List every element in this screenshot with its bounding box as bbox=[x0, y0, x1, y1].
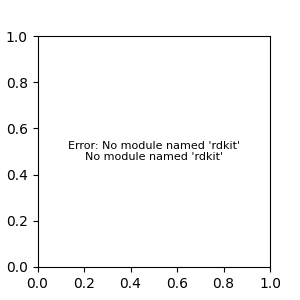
Text: Error: No module named 'rdkit'
No module named 'rdkit': Error: No module named 'rdkit' No module… bbox=[68, 141, 240, 162]
